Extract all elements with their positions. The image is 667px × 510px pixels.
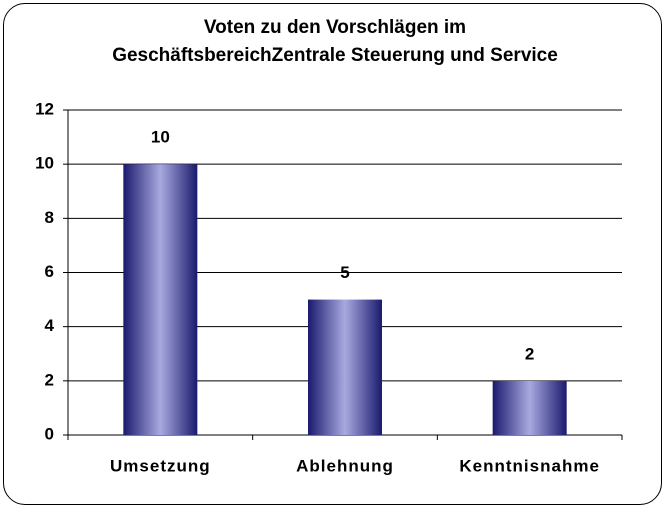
y-tick-label: 2 [45,370,54,389]
chart-title: Voten zu den Vorschlägen im Geschäftsber… [112,17,558,66]
y-tick-label: 10 [35,154,54,173]
data-label: 2 [525,344,534,363]
y-tick-label: 12 [35,99,54,118]
x-tick-label: Ablehnung [296,456,394,475]
x-tick-label: Kenntnisnahme [459,456,600,475]
y-tick-label: 0 [45,424,54,443]
y-tick-label: 8 [45,208,54,227]
y-tick-label: 4 [45,316,55,335]
data-label: 5 [340,263,349,282]
bar [308,299,382,435]
bar [123,164,198,435]
y-tick-label: 6 [45,262,54,281]
x-tick-label: Umsetzung [110,456,211,475]
chart-frame [3,3,662,505]
bar [492,380,567,435]
data-label: 10 [151,128,170,147]
